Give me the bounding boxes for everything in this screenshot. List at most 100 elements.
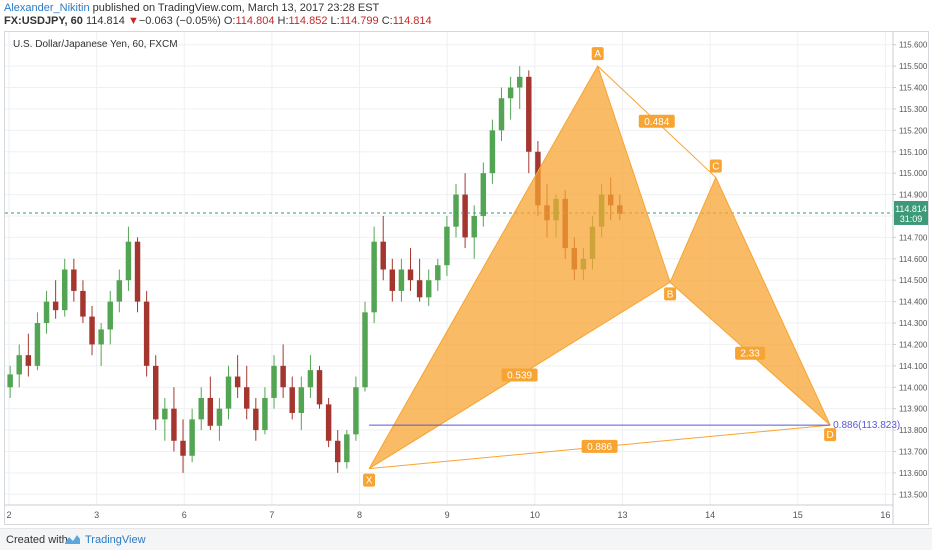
time-tick-label: 14: [705, 510, 715, 520]
price-tick-label: 115.500: [899, 62, 928, 71]
ratio-label: 2.33: [740, 349, 760, 360]
ratio-label-bg: [501, 368, 538, 382]
candle-body: [25, 355, 32, 366]
price-tick-label: 115.100: [899, 148, 928, 157]
candle-body: [216, 408, 223, 426]
candle-body: [489, 130, 496, 174]
change-value: −0.063 (−0.05%): [138, 15, 221, 27]
time-tick-label: 10: [530, 510, 540, 520]
price-tick-label: 113.600: [899, 469, 928, 478]
pattern-point-d: D: [827, 430, 834, 441]
candle-body: [307, 370, 314, 388]
candle-body: [198, 397, 204, 420]
candle-body: [435, 265, 441, 281]
candle-body: [162, 408, 168, 420]
pattern-point-a: A: [594, 49, 601, 60]
candle-body: [43, 301, 50, 324]
price-chart[interactable]: U.S. Dollar/Japanese Yen, 60, FXCM0.5390…: [5, 32, 928, 524]
close-value: 114.814: [392, 15, 432, 27]
time-tick-label: 7: [269, 510, 274, 520]
chart-panel[interactable]: U.S. Dollar/Japanese Yen, 60, FXCM 0.539 0…: [4, 31, 929, 525]
down-arrow-icon: ▼: [127, 15, 139, 27]
candle-body: [16, 355, 22, 375]
candle-body: [153, 365, 159, 420]
symbol-line: FX:USDJPY, 60 114.814 ▼−0.063 (−0.05%) O…: [4, 15, 432, 27]
open-value: 114.804: [235, 15, 275, 27]
last-price: 114.814: [85, 15, 125, 27]
tradingview-logo-icon[interactable]: [63, 533, 81, 545]
price-tick-label: 114.100: [899, 362, 928, 371]
candle-body: [325, 404, 332, 441]
candle-body: [52, 301, 59, 311]
time-tick-label: 2: [6, 510, 11, 520]
price-tick-label: 115.000: [899, 169, 928, 178]
price-tick-label: 114.200: [899, 340, 928, 349]
price-tick-label: 113.500: [899, 490, 928, 499]
candle-body: [416, 280, 423, 298]
candle-body: [453, 194, 459, 227]
fib-level-label: 0.886(113.823): [833, 420, 900, 431]
pattern-point-c: C: [712, 161, 719, 172]
candle-body: [398, 269, 405, 291]
candle-body: [516, 76, 523, 88]
time-tick-label: 13: [617, 510, 627, 520]
pattern-point-c-bg: [709, 159, 722, 173]
candle-body: [107, 301, 113, 330]
bar-countdown-label: 31:09: [900, 214, 923, 224]
price-tick-label: 115.400: [899, 84, 928, 93]
price-tick-label: 113.700: [899, 447, 928, 456]
high-label: H:: [277, 15, 289, 27]
ratio-label: 0.886: [587, 442, 612, 453]
pattern-point-b: B: [667, 289, 674, 300]
candle-body: [298, 387, 305, 413]
footer-bar: Created with TradingView: [0, 528, 932, 550]
harmonic-pattern: 0.539 0.484 2.33 0.886 X A B C D: [363, 47, 837, 487]
candle-body: [253, 408, 259, 431]
candle-body: [362, 312, 368, 388]
candle-body: [189, 419, 195, 456]
author-link[interactable]: Alexander_Nikitin: [4, 2, 90, 14]
price-tick-label: 115.200: [899, 126, 928, 135]
symbol-interval: FX:USDJPY, 60: [4, 15, 83, 27]
time-tick-label: 3: [94, 510, 99, 520]
ratio-label: 0.484: [644, 117, 669, 128]
price-tick-label: 115.300: [899, 105, 928, 114]
low-label: L:: [330, 15, 340, 27]
candle-body: [262, 397, 268, 431]
time-tick-label: 15: [793, 510, 803, 520]
candle-body: [116, 280, 123, 302]
candle-body: [480, 173, 487, 216]
published-text: published on TradingView.com, March 13, …: [92, 2, 380, 14]
candle-body: [243, 387, 250, 409]
current-price-label: 114.814: [895, 204, 927, 214]
price-tick-label: 114.400: [899, 298, 928, 307]
candle-body: [207, 397, 214, 426]
price-tick-label: 114.000: [899, 383, 928, 392]
candle-body: [389, 269, 396, 291]
candle-body: [526, 76, 532, 152]
ratio-label-bg: [581, 439, 618, 453]
high-value: 114.852: [288, 15, 328, 27]
time-tick-label: 16: [880, 510, 890, 520]
candle-body: [180, 440, 186, 456]
price-tick-label: 114.600: [899, 255, 928, 264]
price-tick-label: 113.800: [899, 426, 928, 435]
candle-body: [289, 387, 295, 413]
candle-body: [225, 376, 232, 409]
price-axis-labels: 113.500 113.600 113.700 113.800 113.900 114.0…: [893, 41, 928, 499]
candle-body: [71, 269, 77, 291]
candle-body: [507, 87, 514, 99]
candle-body: [425, 280, 432, 298]
tradingview-brand-link[interactable]: TradingView: [85, 534, 146, 546]
low-value: 114.799: [339, 15, 379, 27]
price-tick-label: 114.300: [899, 319, 928, 328]
publish-line: Alexander_Nikitin published on TradingVi…: [4, 2, 379, 14]
candle-body: [280, 365, 286, 388]
pattern-point-x: X: [366, 476, 373, 487]
price-tick-label: 114.700: [899, 233, 928, 242]
candle-body: [334, 440, 341, 463]
chart-title: U.S. Dollar/Japanese Yen, 60, FXCM: [13, 39, 178, 50]
candle-body: [234, 376, 241, 388]
price-tick-label: 113.900: [899, 405, 928, 414]
candle-body: [498, 98, 505, 131]
